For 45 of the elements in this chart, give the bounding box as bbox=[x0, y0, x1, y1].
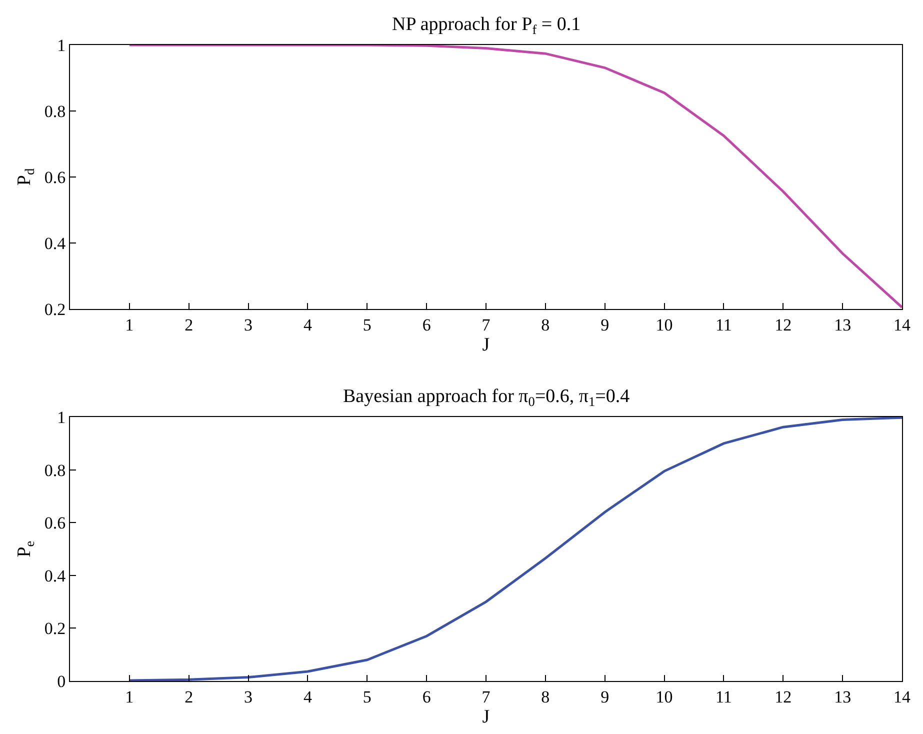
x-tick-label: 6 bbox=[422, 687, 431, 706]
y-tick-label: 0.8 bbox=[44, 102, 66, 121]
x-tick-label: 2 bbox=[184, 687, 194, 706]
x-tick-label: 11 bbox=[716, 315, 732, 334]
x-tick-label: 7 bbox=[482, 687, 491, 706]
x-tick-label: 14 bbox=[894, 687, 911, 706]
x-tick-label: 3 bbox=[244, 315, 253, 334]
x-tick-label: 8 bbox=[541, 315, 550, 334]
chart-title: NP approach for P$_{f}$ = 0.1 bbox=[392, 14, 581, 37]
x-axis-title: J bbox=[482, 706, 490, 728]
line-series bbox=[128, 417, 902, 681]
y-tick-label: 1 bbox=[57, 408, 66, 428]
x-tick-label: 6 bbox=[422, 315, 431, 334]
x-tick-label: 10 bbox=[656, 315, 673, 334]
x-tick-label: 4 bbox=[303, 315, 312, 334]
x-tick-label: 14 bbox=[894, 315, 911, 334]
chart-title: Bayesian approach for π$_{0}$=0.6, π$_{1}$=0.4 bbox=[343, 386, 630, 409]
y-tick-label: 0 bbox=[57, 672, 66, 691]
y-tick-label: 0.2 bbox=[44, 300, 66, 319]
x-tick-label: 4 bbox=[303, 687, 312, 706]
y-tick-label: 0.6 bbox=[44, 514, 66, 533]
x-tick-label: 7 bbox=[482, 315, 491, 334]
x-tick-label: 10 bbox=[656, 687, 673, 706]
y-tick-label: 0.4 bbox=[44, 234, 66, 253]
x-tick-label: 1 bbox=[125, 687, 134, 706]
x-tick-label: 9 bbox=[600, 315, 610, 334]
x-tick-label: 2 bbox=[184, 315, 194, 334]
x-tick-label: 8 bbox=[541, 687, 550, 706]
x-tick-label: 12 bbox=[774, 687, 792, 706]
y-tick-label: 0.4 bbox=[44, 566, 66, 586]
x-tick-label: 9 bbox=[600, 687, 610, 706]
x-tick-label: 11 bbox=[716, 687, 732, 706]
x-tick-label: 5 bbox=[362, 315, 372, 334]
y-tick-label: 0.8 bbox=[44, 460, 66, 480]
x-tick-label: 13 bbox=[834, 687, 852, 706]
x-tick-label: 3 bbox=[244, 687, 253, 706]
x-tick-label: 12 bbox=[774, 315, 792, 334]
x-tick-label: 1 bbox=[125, 315, 134, 334]
x-tick-label: 13 bbox=[834, 315, 852, 334]
line-series bbox=[128, 45, 902, 309]
y-tick-label: 1 bbox=[57, 36, 66, 55]
x-tick-label: 5 bbox=[362, 687, 372, 706]
x-axis-title: J bbox=[482, 334, 490, 356]
y-tick-label: 0.2 bbox=[44, 619, 66, 638]
y-tick-label: 0.6 bbox=[44, 168, 66, 187]
